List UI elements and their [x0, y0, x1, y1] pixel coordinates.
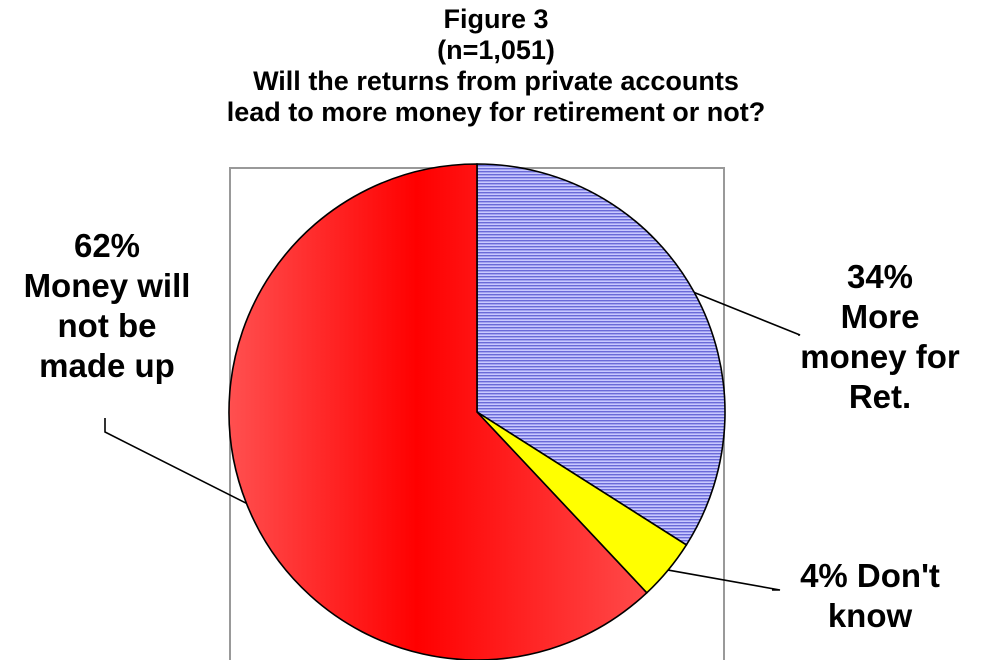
leader-line-not-made-up: [104, 418, 247, 505]
leader-lines: [104, 291, 801, 591]
title-line-question-1: Will the returns from private accounts: [253, 66, 739, 96]
label-more-money-line-4: Ret.: [848, 378, 912, 415]
leader-line-more-money: [694, 291, 801, 336]
label-not-made-up-line-1: 62%: [73, 227, 141, 264]
label-not-made-up-line-4: made up: [39, 347, 175, 384]
pie-slice-more-money: [476, 163, 726, 546]
label-not-made-up-line-2: Money will: [23, 267, 191, 304]
slice-label-dont-know: 4% Don't know: [770, 556, 970, 636]
pie-slice-not-made-up: [228, 163, 648, 660]
title-line-figure: Figure 3: [443, 4, 549, 34]
slice-label-not-made-up: 62% Money will not be made up: [0, 226, 214, 386]
label-more-money-line-2: More: [840, 298, 920, 335]
label-dont-know-line-2: know: [827, 597, 913, 634]
leader-line-dont-know: [667, 569, 781, 591]
label-more-money-line-3: money for: [800, 338, 960, 375]
label-dont-know-line-1: 4% Don't: [800, 557, 940, 594]
title-line-question-2: lead to more money for retirement or not…: [226, 97, 766, 127]
label-more-money-line-1: 34%: [846, 258, 914, 295]
title-line-sample-size: (n=1,051): [437, 35, 555, 65]
chart-title: Figure 3 (n=1,051) Will the returns from…: [0, 4, 992, 128]
pie-slices: [228, 163, 726, 660]
slice-label-more-money: 34% More money for Ret.: [780, 257, 980, 417]
label-not-made-up-line-3: not be: [57, 307, 157, 344]
